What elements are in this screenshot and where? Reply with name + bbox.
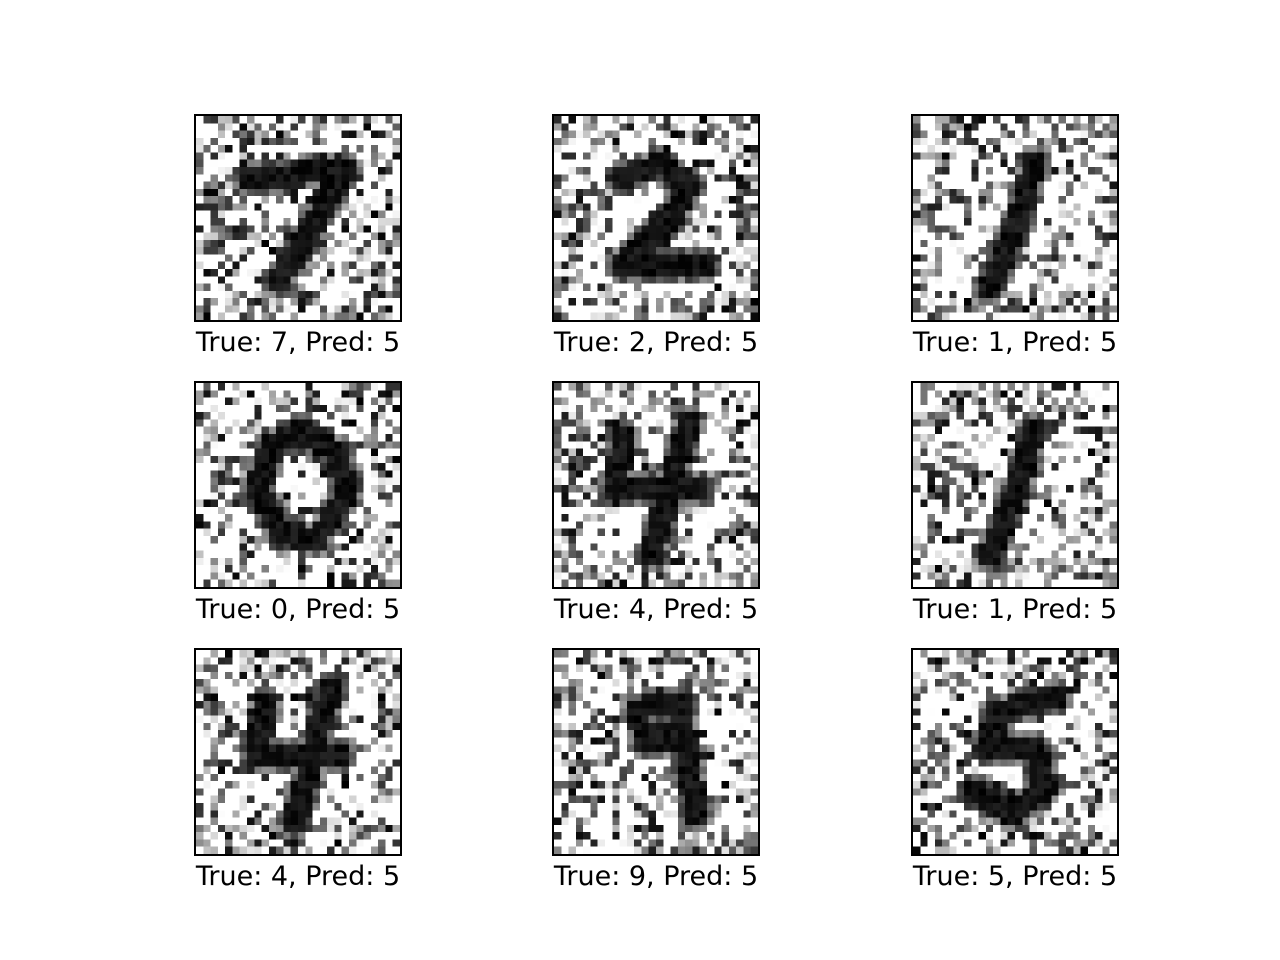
noisy-digit-image bbox=[911, 114, 1119, 322]
sample-panel-3: True: 1, Pred: 5 bbox=[895, 114, 1135, 374]
noisy-digit-image bbox=[552, 381, 760, 589]
sample-caption: True: 2, Pred: 5 bbox=[553, 327, 759, 358]
sample-panel-9: True: 5, Pred: 5 bbox=[895, 648, 1135, 908]
sample-caption: True: 1, Pred: 5 bbox=[912, 327, 1118, 358]
noisy-digit-image bbox=[552, 648, 760, 856]
sample-panel-6: True: 1, Pred: 5 bbox=[895, 381, 1135, 641]
sample-caption: True: 7, Pred: 5 bbox=[195, 327, 401, 358]
sample-caption: True: 4, Pred: 5 bbox=[553, 594, 759, 625]
noisy-digit-image bbox=[194, 381, 402, 589]
sample-caption: True: 4, Pred: 5 bbox=[195, 861, 401, 892]
sample-panel-5: True: 4, Pred: 5 bbox=[536, 381, 776, 641]
sample-panel-8: True: 9, Pred: 5 bbox=[536, 648, 776, 908]
sample-panel-1: True: 7, Pred: 5 bbox=[178, 114, 418, 374]
sample-caption: True: 0, Pred: 5 bbox=[195, 594, 401, 625]
sample-panel-7: True: 4, Pred: 5 bbox=[178, 648, 418, 908]
noisy-digit-image bbox=[911, 648, 1119, 856]
noisy-digit-image bbox=[194, 648, 402, 856]
noisy-digit-image bbox=[194, 114, 402, 322]
sample-caption: True: 5, Pred: 5 bbox=[912, 861, 1118, 892]
noisy-digit-image bbox=[911, 381, 1119, 589]
sample-caption: True: 1, Pred: 5 bbox=[912, 594, 1118, 625]
noisy-digit-image bbox=[552, 114, 760, 322]
sample-panel-2: True: 2, Pred: 5 bbox=[536, 114, 776, 374]
sample-caption: True: 9, Pred: 5 bbox=[553, 861, 759, 892]
sample-panel-4: True: 0, Pred: 5 bbox=[178, 381, 418, 641]
